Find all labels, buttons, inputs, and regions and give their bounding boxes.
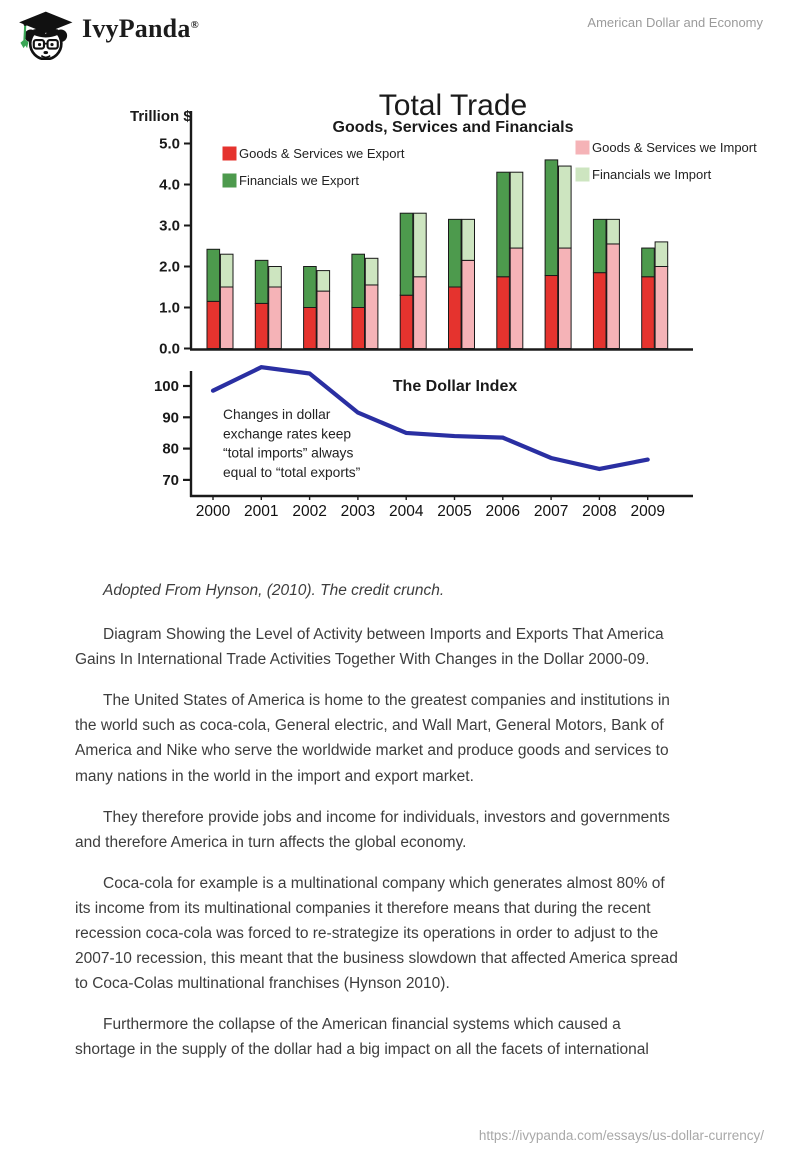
footer-url[interactable]: https://ivypanda.com/essays/us-dollar-cu…: [478, 1128, 764, 1143]
essay-body: Adopted From Hynson, (2010). The credit …: [75, 578, 735, 1079]
bar-export-financials: [592, 218, 607, 274]
legend-swatch: [222, 173, 237, 188]
bar-import-financials: [316, 270, 331, 292]
bar-import-goods: [558, 247, 572, 349]
dollar-index-line: [210, 365, 650, 472]
panda-eye: [37, 42, 42, 47]
tassel-icon: [20, 39, 29, 49]
bar-export-goods: [254, 302, 269, 349]
paragraph: Furthermore the collapse of the American…: [75, 1016, 649, 1059]
graduation-cap-icon: [19, 11, 73, 33]
panda-eye: [50, 42, 54, 47]
x-axis-year-label: 2005: [437, 503, 471, 520]
bar-import-goods: [219, 286, 234, 349]
y-tick-label: 1.0: [159, 300, 180, 317]
brand-name: IvyPanda: [82, 14, 191, 43]
bar-export-financials: [254, 259, 269, 304]
bar-import-goods: [654, 266, 669, 349]
bar-import-goods: [606, 243, 620, 349]
bar-export-financials: [448, 218, 462, 288]
paragraph: Diagram Showing the Level of Activity be…: [75, 626, 664, 669]
bar-import-goods: [509, 247, 524, 349]
x-axis-year-label: 2004: [389, 503, 424, 520]
x-axis-year-label: 2001: [244, 503, 278, 520]
bar-export-financials: [206, 248, 221, 302]
figure-caption: Adopted From Hynson, (2010). The credit …: [103, 582, 445, 599]
y-tick-label: 80: [162, 441, 179, 458]
registered-mark: ®: [190, 19, 199, 31]
bar-export-goods: [592, 272, 607, 349]
paragraph: They therefore provide jobs and income f…: [75, 808, 670, 851]
tassel-cord: [23, 23, 27, 41]
bar-export-financials: [496, 171, 510, 278]
legend-label: Financials we Import: [592, 167, 712, 182]
y-tick-label: 100: [154, 378, 179, 395]
bar-chart-subtitle: Goods, Services and Financials: [333, 119, 574, 136]
y-tick-label: 5.0: [159, 136, 180, 153]
bar-import-financials: [654, 241, 669, 267]
x-axis-year-label: 2003: [341, 503, 375, 520]
paragraph: Coca-cola for example is a multinational…: [75, 874, 678, 993]
y-tick-label: 70: [162, 472, 179, 489]
bar-export-goods: [399, 294, 414, 349]
bar-chart-title: Total Trade: [379, 89, 527, 122]
y-tick-label: 4.0: [159, 177, 180, 194]
y-tick-label: 3.0: [159, 218, 180, 235]
bar-import-goods: [268, 286, 282, 349]
bar-import-financials: [606, 218, 620, 245]
legend-swatch: [575, 167, 590, 182]
legend-swatch: [575, 140, 590, 155]
bar-import-goods: [413, 276, 427, 349]
panda-nose: [43, 50, 49, 55]
line-chart-title: The Dollar Index: [393, 378, 518, 395]
x-axis-year-label: 2002: [292, 503, 326, 520]
legend-label: Financials we Export: [239, 173, 359, 188]
bar-export-financials: [351, 253, 365, 308]
bar-import-financials: [461, 218, 475, 261]
bar-import-financials: [509, 171, 524, 249]
brand-wordmark: IvyPanda®: [82, 14, 199, 44]
bar-import-goods: [461, 259, 475, 350]
x-axis-year-label: 2007: [534, 503, 568, 520]
bar-export-financials: [303, 266, 317, 308]
tassel-button: [23, 22, 28, 26]
bar-import-goods: [316, 290, 331, 350]
bar-import-financials: [268, 266, 282, 288]
y-tick-label: 90: [162, 409, 179, 426]
bar-export-goods: [496, 276, 510, 349]
y-tick-label: 0.0: [159, 341, 180, 358]
panda-mouth: [40, 55, 51, 59]
bar-import-financials: [219, 253, 234, 288]
bar-export-goods: [544, 275, 559, 350]
bar-export-goods: [641, 276, 655, 349]
paragraph: The United States of America is home to …: [75, 692, 670, 785]
y-tick-label: 2.0: [159, 259, 180, 276]
bar-import-financials: [364, 257, 379, 286]
legend-swatch: [222, 146, 237, 161]
bar-export-financials: [641, 247, 655, 278]
trade-chart-figure: Total Trade Goods, Services and Financial…: [128, 83, 788, 533]
x-axis-year-label: 2009: [630, 503, 664, 520]
bar-export-financials: [544, 159, 559, 277]
bar-import-goods: [364, 284, 379, 349]
page-header-title: American Dollar and Economy: [587, 15, 763, 30]
bar-export-goods: [303, 307, 317, 349]
bar-import-financials: [558, 165, 572, 249]
x-axis-year-label: 2006: [486, 503, 520, 520]
bar-export-goods: [351, 307, 365, 349]
bar-export-goods: [448, 286, 462, 349]
x-axis-year-label: 2008: [582, 503, 616, 520]
bar-import-financials: [413, 212, 427, 278]
line-chart-annotation: Changes in dollar exchange rates keep “tot…: [223, 407, 361, 480]
bar-export-financials: [399, 212, 414, 296]
legend-label: Goods & Services we Export: [239, 146, 405, 161]
bar-chart-y-axis-label: Trillion $: [130, 108, 192, 125]
x-axis-year-label: 2000: [196, 503, 231, 520]
bar-export-goods: [206, 300, 221, 350]
ivypanda-panda-logo-icon: [19, 11, 73, 60]
legend-label: Goods & Services we Import: [592, 140, 757, 155]
